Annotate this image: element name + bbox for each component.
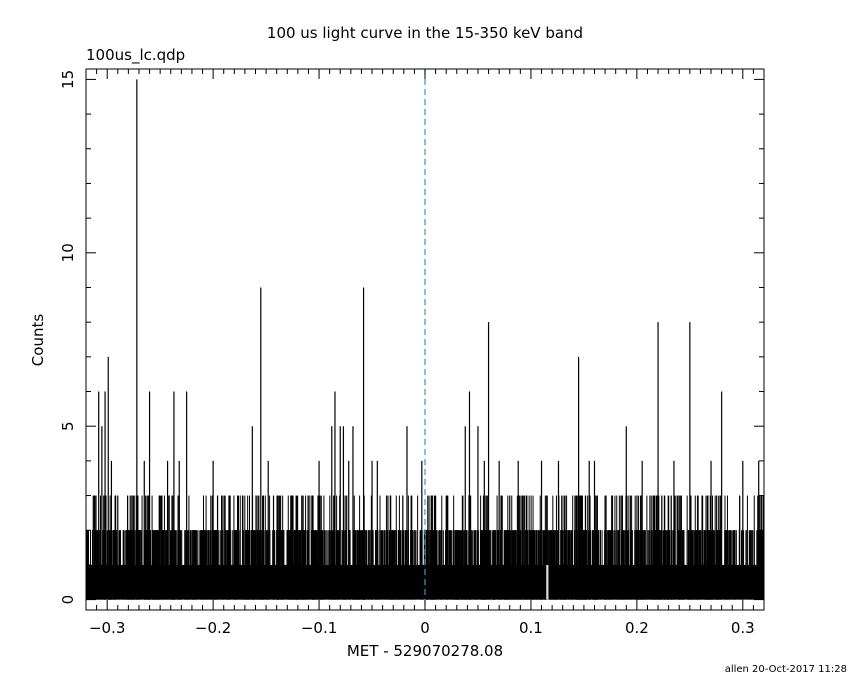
chart-title: 100 us light curve in the 15-350 keV ban…	[267, 24, 583, 42]
file-label: 100us_lc.qdp	[86, 46, 185, 65]
y-axis-label: Counts	[29, 314, 47, 367]
x-tick-label: −0.1	[301, 619, 337, 637]
x-tick-label: 0.2	[625, 619, 649, 637]
plot-area: −0.3 −0.2 −0.1 0 0.1 0.2 0.3 0 5 10 15	[59, 68, 765, 637]
y-tick-label: 0	[59, 595, 77, 605]
x-tick-label: 0.3	[731, 619, 755, 637]
x-tick-label: 0.1	[519, 619, 543, 637]
footer-stamp: allen 20-Oct-2017 11:28	[725, 664, 847, 675]
x-tick-label: 0	[420, 619, 430, 637]
x-tick-label: −0.3	[89, 619, 125, 637]
y-axis-ticks: 0 5 10 15	[59, 70, 764, 605]
y-tick-label: 5	[59, 421, 77, 431]
y-tick-label: 10	[59, 243, 77, 262]
x-tick-label: −0.2	[195, 619, 231, 637]
x-axis-ticks: −0.3 −0.2 −0.1 0 0.1 0.2 0.3	[85, 69, 765, 637]
x-axis-label: MET - 529070278.08	[347, 642, 503, 660]
count-bars	[85, 79, 765, 600]
y-tick-label: 15	[59, 70, 77, 89]
